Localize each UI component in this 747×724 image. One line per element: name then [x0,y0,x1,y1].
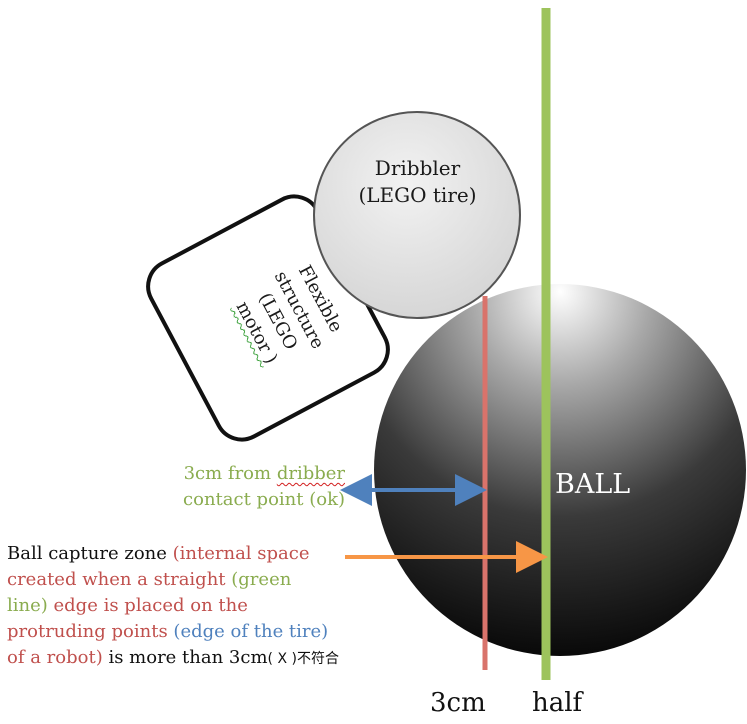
zone-s6: edge is placed on the [47,595,248,616]
zone-s1: Ball capture zone [7,543,173,564]
ball-label: BALL [555,469,631,500]
dribbler-label-line1: Dribbler [374,156,461,180]
ok-note-dribber: dribber [276,463,345,484]
zone-line2: created when a straight (green [7,567,339,593]
half-axis-label: half [532,688,583,718]
zone-s4: (green [231,569,292,590]
zone-line3: line) edge is placed on the [7,593,339,619]
ok-note: 3cm from dribber contact point (ok) [183,461,345,513]
three-cm-axis-label: 3cm [430,688,486,718]
ok-note-part1: 3cm from [183,463,277,484]
zone-s9: of a robot) [7,647,103,668]
zone-line5: of a robot) is more than 3cm( X )不符合 [7,645,339,672]
zone-s11: ( X )不符合 [267,651,339,667]
zone-s5: line) [7,595,48,616]
dribbler-label: Dribbler (LEGO tire) [335,155,500,209]
zone-line4: protruding points (edge of the tire) [7,619,339,645]
zone-s10: is more than 3cm [102,647,268,668]
ball [374,284,746,656]
zone-s2: (internal space [172,543,310,564]
capture-zone-note: Ball capture zone (internal space create… [7,541,339,672]
ok-note-line2: contact point (ok) [183,489,345,510]
zone-s3: created when a straight [7,569,232,590]
zone-line1: Ball capture zone (internal space [7,541,339,567]
ok-note-line1: 3cm from dribber [183,461,345,487]
dribbler-label-line2: (LEGO tire) [358,183,477,207]
zone-s7: protruding points [7,621,174,642]
dribbler-tire [313,111,521,319]
zone-s8: (edge of the tire) [173,621,329,642]
